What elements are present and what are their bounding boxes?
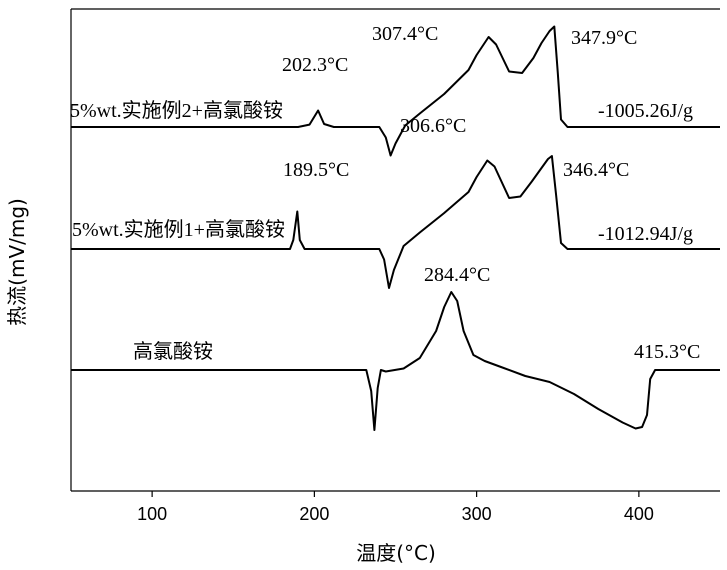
annotation-enthalpy-1: -1012.94J/g bbox=[598, 223, 693, 245]
annotation-347-9: 347.9°C bbox=[571, 27, 637, 49]
series-label-ap: 高氯酸铵 bbox=[133, 340, 213, 363]
annotation-202-3: 202.3°C bbox=[282, 54, 348, 76]
x-tick-label-200: 200 bbox=[299, 504, 329, 524]
x-tick-label-100: 100 bbox=[137, 504, 167, 524]
annotation-189-5: 189.5°C bbox=[283, 159, 349, 181]
x-tick-label-300: 300 bbox=[462, 504, 492, 524]
annotation-307-4: 307.4°C bbox=[372, 23, 438, 45]
x-axis-label: 温度(°C) bbox=[356, 541, 436, 565]
series-label-2: 5%wt.实施例2+高氯酸铵 bbox=[70, 99, 283, 122]
x-tick-label-400: 400 bbox=[624, 504, 654, 524]
y-axis-label: 热流(mV/mg) bbox=[5, 198, 29, 326]
x-ticks: 100 200 300 400 bbox=[137, 491, 654, 524]
annotation-enthalpy-2: -1005.26J/g bbox=[598, 100, 693, 122]
series-label-1: 5%wt.实施例1+高氯酸铵 bbox=[72, 218, 285, 241]
annotation-415-3: 415.3°C bbox=[634, 341, 700, 363]
annotation-346-4: 346.4°C bbox=[563, 159, 629, 181]
annotation-284-4: 284.4°C bbox=[424, 264, 490, 286]
annotation-306-6: 306.6°C bbox=[400, 115, 466, 137]
